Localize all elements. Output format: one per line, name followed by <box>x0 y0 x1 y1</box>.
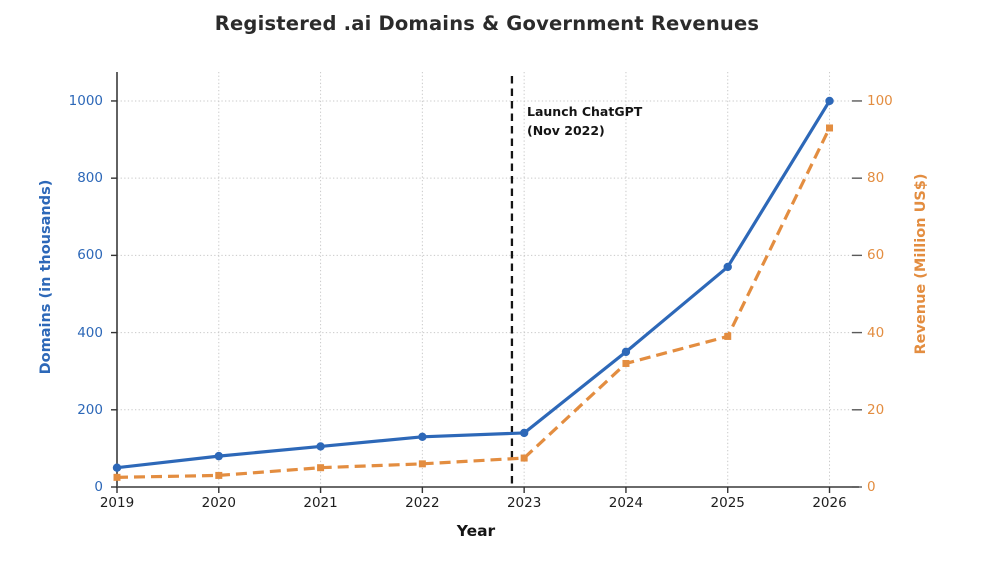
series-line-revenue <box>116 127 831 479</box>
data-point-domains <box>621 347 631 357</box>
data-point-revenue <box>215 471 223 479</box>
y-axis-right-label: Revenue (Million US$) <box>913 173 929 355</box>
y-right-tick-label: 20 <box>867 401 885 418</box>
annotation-line-1: Launch ChatGPT <box>527 104 643 119</box>
y-right-tick-label: 100 <box>867 92 893 109</box>
y-left-tick-label: 600 <box>77 247 103 264</box>
y-left-tick-label: 400 <box>77 324 103 341</box>
data-point-revenue <box>826 124 834 132</box>
x-tick-label: 2019 <box>99 495 135 511</box>
data-point-revenue <box>520 454 528 462</box>
x-tick-label: 2023 <box>506 495 542 511</box>
data-point-domains <box>112 463 122 472</box>
chatgpt-launch-annotation: Launch ChatGPT (Nov 2022) <box>527 102 642 140</box>
data-point-revenue <box>622 359 630 367</box>
y-left-tick-label: 200 <box>77 401 103 418</box>
y-left-tick-label: 1000 <box>68 92 103 109</box>
data-point-revenue <box>113 473 121 481</box>
x-tick-label: 2025 <box>710 495 745 511</box>
data-point-revenue <box>418 460 426 468</box>
data-point-revenue <box>317 464 325 472</box>
x-tick-label: 2021 <box>303 495 338 511</box>
y-axis-left-label: Domains (in thousands) <box>38 179 54 375</box>
x-tick-label: 2024 <box>608 495 644 511</box>
x-tick-label: 2020 <box>201 495 236 511</box>
data-point-domains <box>316 442 325 451</box>
y-left-tick-label: 800 <box>77 170 103 187</box>
data-point-domains <box>825 96 834 106</box>
series-line-domains <box>116 100 831 470</box>
data-point-domains <box>723 262 732 272</box>
chart-title: Registered .ai Domains & Government Reve… <box>214 12 760 35</box>
x-axis-label: Year <box>456 522 496 540</box>
annotation-line-2: (Nov 2022) <box>527 123 605 138</box>
data-point-domains <box>519 428 529 438</box>
y-right-tick-label: 80 <box>867 170 885 187</box>
y-right-tick-label: 0 <box>867 479 876 495</box>
y-left-tick-label: 0 <box>94 479 103 495</box>
x-tick-label: 2026 <box>812 495 847 511</box>
y-right-tick-label: 40 <box>867 324 885 341</box>
x-tick-label: 2022 <box>405 495 440 511</box>
data-point-domains <box>418 432 427 442</box>
data-point-revenue <box>724 332 732 340</box>
data-point-domains <box>214 451 223 461</box>
y-right-tick-label: 60 <box>867 247 885 264</box>
